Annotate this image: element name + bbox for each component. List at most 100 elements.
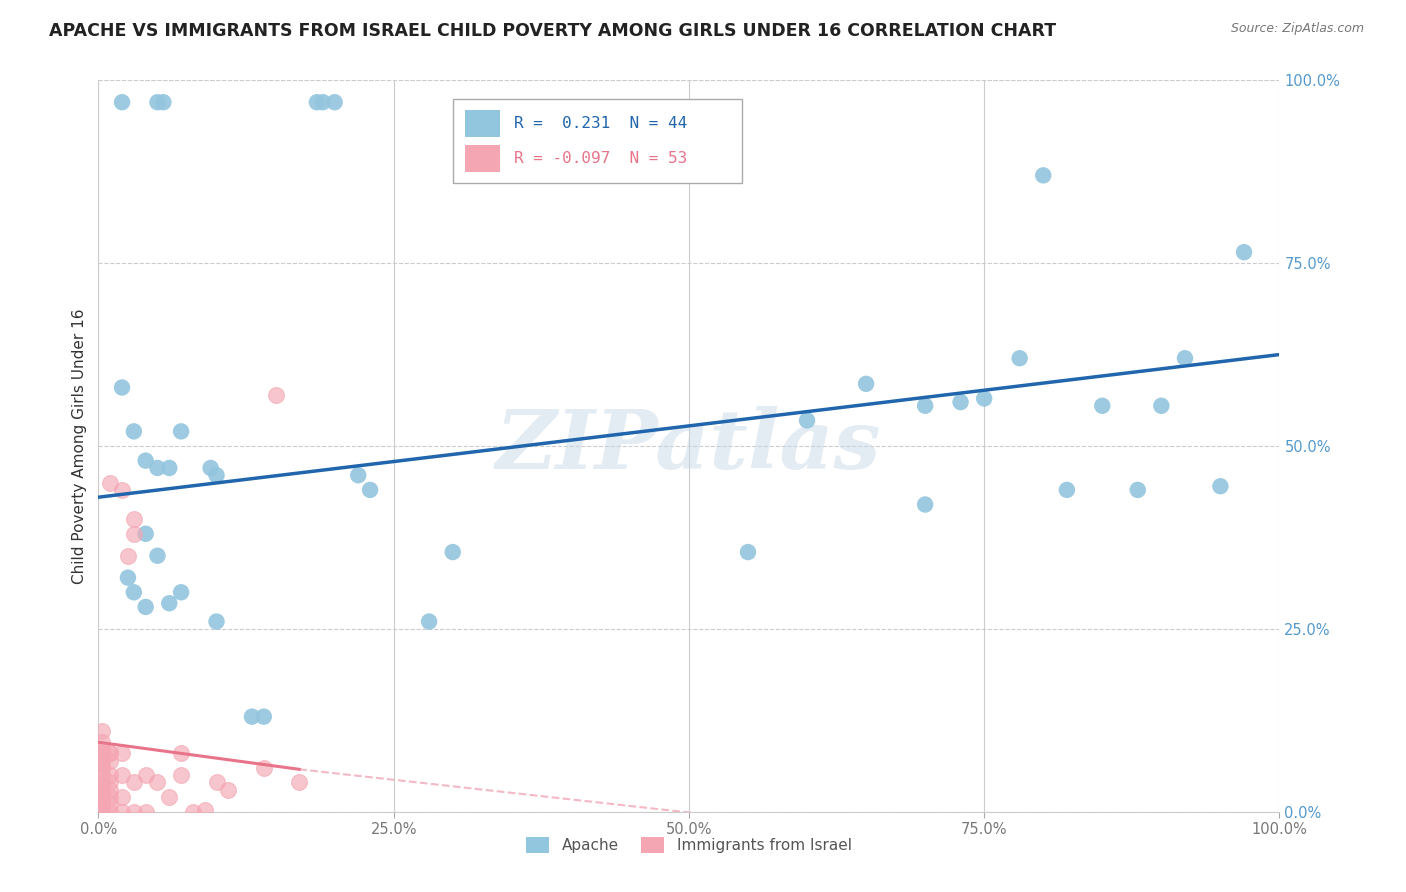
Point — [111, 746, 134, 760]
Point — [122, 425, 145, 439]
Point — [91, 749, 114, 764]
Text: APACHE VS IMMIGRANTS FROM ISRAEL CHILD POVERTY AMONG GIRLS UNDER 16 CORRELATION : APACHE VS IMMIGRANTS FROM ISRAEL CHILD P… — [49, 22, 1056, 40]
Point — [737, 545, 759, 559]
Point — [205, 775, 228, 789]
Point — [111, 805, 134, 819]
Point — [914, 399, 936, 413]
Point — [91, 724, 114, 739]
Point — [91, 797, 114, 812]
Point — [122, 585, 145, 599]
Point — [347, 468, 370, 483]
Point — [98, 746, 121, 760]
Point — [122, 526, 145, 541]
Point — [205, 615, 228, 629]
Point — [98, 768, 121, 782]
Point — [98, 754, 121, 768]
Point — [855, 376, 877, 391]
Point — [181, 805, 204, 819]
Point — [91, 768, 114, 782]
Point — [91, 787, 114, 801]
Point — [111, 95, 134, 110]
Point — [1091, 399, 1114, 413]
Point — [91, 805, 114, 819]
Point — [240, 709, 263, 723]
Point — [91, 779, 114, 793]
Point — [122, 512, 145, 526]
Point — [205, 468, 228, 483]
Point — [170, 425, 193, 439]
Point — [117, 571, 139, 585]
Point — [973, 392, 995, 406]
Point — [1174, 351, 1197, 366]
Point — [91, 746, 114, 760]
Point — [157, 790, 180, 805]
Point — [1233, 245, 1256, 260]
Point — [135, 453, 157, 467]
Point — [305, 95, 328, 110]
Point — [111, 483, 134, 497]
Point — [359, 483, 381, 497]
Point — [288, 775, 311, 789]
Point — [98, 782, 121, 797]
Point — [111, 768, 134, 782]
Point — [91, 742, 114, 756]
Point — [253, 709, 276, 723]
Text: Source: ZipAtlas.com: Source: ZipAtlas.com — [1230, 22, 1364, 36]
Point — [91, 782, 114, 797]
Point — [1032, 169, 1054, 183]
Point — [157, 596, 180, 610]
Point — [914, 498, 936, 512]
Point — [91, 775, 114, 789]
Point — [91, 800, 114, 814]
Point — [111, 380, 134, 394]
Point — [98, 475, 121, 490]
Bar — [464, 145, 501, 172]
Point — [91, 762, 114, 776]
Point — [796, 413, 818, 427]
Point — [135, 599, 157, 614]
FancyBboxPatch shape — [453, 99, 742, 183]
Point — [1209, 479, 1232, 493]
Point — [111, 790, 134, 805]
Point — [200, 461, 222, 475]
Point — [170, 585, 193, 599]
Point — [170, 768, 193, 782]
Point — [253, 761, 276, 775]
Point — [91, 790, 114, 805]
Point — [91, 735, 114, 749]
Point — [418, 615, 440, 629]
Point — [146, 461, 169, 475]
Point — [122, 775, 145, 789]
Point — [91, 792, 114, 806]
Legend: Apache, Immigrants from Israel: Apache, Immigrants from Israel — [520, 830, 858, 859]
Point — [91, 803, 114, 817]
Point — [135, 768, 157, 782]
Point — [312, 95, 335, 110]
Point — [146, 549, 169, 563]
Point — [91, 757, 114, 772]
Point — [135, 526, 157, 541]
Point — [194, 803, 217, 817]
Point — [1008, 351, 1031, 366]
Point — [98, 790, 121, 805]
Bar — [464, 110, 501, 137]
Text: R =  0.231  N = 44: R = 0.231 N = 44 — [515, 116, 688, 131]
Point — [217, 782, 239, 797]
Text: R = -0.097  N = 53: R = -0.097 N = 53 — [515, 151, 688, 166]
Point — [98, 797, 121, 812]
Point — [157, 461, 180, 475]
Point — [441, 545, 464, 559]
Point — [264, 388, 287, 402]
Text: ZIPatlas: ZIPatlas — [496, 406, 882, 486]
Point — [323, 95, 346, 110]
Point — [135, 805, 157, 819]
Point — [146, 775, 169, 789]
Point — [91, 795, 114, 809]
Point — [152, 95, 174, 110]
Point — [98, 746, 121, 760]
Point — [1056, 483, 1078, 497]
Point — [117, 549, 139, 563]
Point — [146, 95, 169, 110]
Point — [98, 805, 121, 819]
Point — [91, 754, 114, 768]
